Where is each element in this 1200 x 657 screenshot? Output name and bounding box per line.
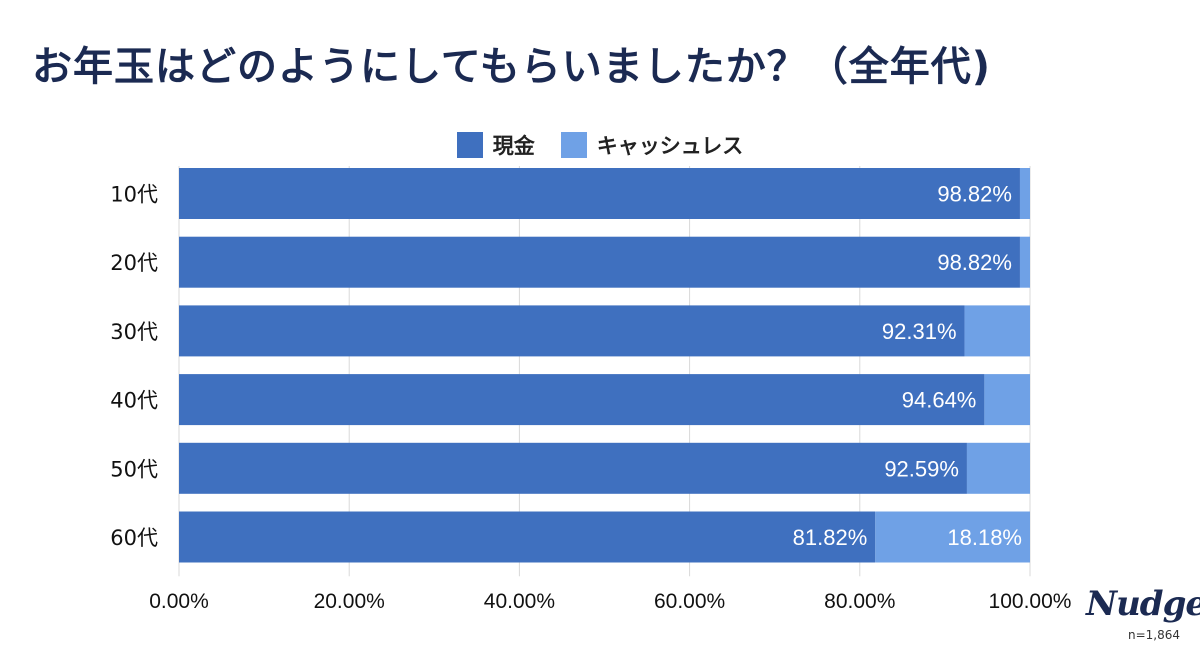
bar-cash	[179, 511, 876, 563]
legend-swatch-cashless	[560, 132, 587, 158]
legend-item-cash: 現金	[456, 130, 535, 160]
data-label: 81.82%	[793, 525, 868, 550]
bar-cash	[179, 374, 985, 426]
category-label: 50代	[110, 457, 158, 481]
x-tick-label: 80.00%	[824, 590, 895, 613]
bar-cash	[179, 305, 965, 357]
bar-cashless	[966, 442, 1030, 494]
category-label: 30代	[110, 320, 158, 344]
x-tick-label: 100.00%	[989, 590, 1072, 613]
x-tick-label: 40.00%	[484, 590, 555, 613]
category-label: 10代	[110, 183, 158, 207]
category-label: 60代	[110, 526, 158, 550]
data-label: 98.82%	[937, 182, 1012, 207]
bar-cash	[179, 168, 1020, 219]
data-label: 92.59%	[884, 456, 959, 481]
bar-cashless	[875, 511, 1030, 563]
category-label: 20代	[110, 251, 158, 275]
legend-label-cash: 現金	[492, 134, 535, 158]
bar-cashless	[1019, 168, 1030, 219]
bar-cash	[179, 442, 967, 494]
data-label: 92.31%	[882, 319, 957, 344]
category-label: 40代	[110, 389, 158, 413]
nudge-logo: Nudge	[1086, 584, 1200, 624]
bar-cashless	[984, 374, 1030, 426]
bar-cash	[179, 236, 1020, 288]
data-label: 18.18%	[947, 525, 1022, 550]
x-tick-label: 20.00%	[314, 590, 385, 613]
sample-size: n=1,864	[1128, 628, 1181, 642]
legend-label-cashless: キャッシュレス	[596, 134, 744, 158]
bar-cashless	[964, 305, 1030, 357]
legend: 現金 キャッシュレス	[0, 130, 1200, 160]
data-label: 98.82%	[937, 250, 1012, 275]
data-label: 94.64%	[902, 388, 977, 413]
chart-title: お年玉はどのようにしてもらいましたか？（全年代)	[32, 44, 992, 90]
legend-item-cashless: キャッシュレス	[560, 130, 744, 160]
bar-cashless	[1019, 236, 1030, 288]
legend-swatch-cash	[456, 132, 483, 158]
x-tick-label: 0.00%	[149, 590, 209, 613]
x-tick-label: 60.00%	[654, 590, 725, 613]
